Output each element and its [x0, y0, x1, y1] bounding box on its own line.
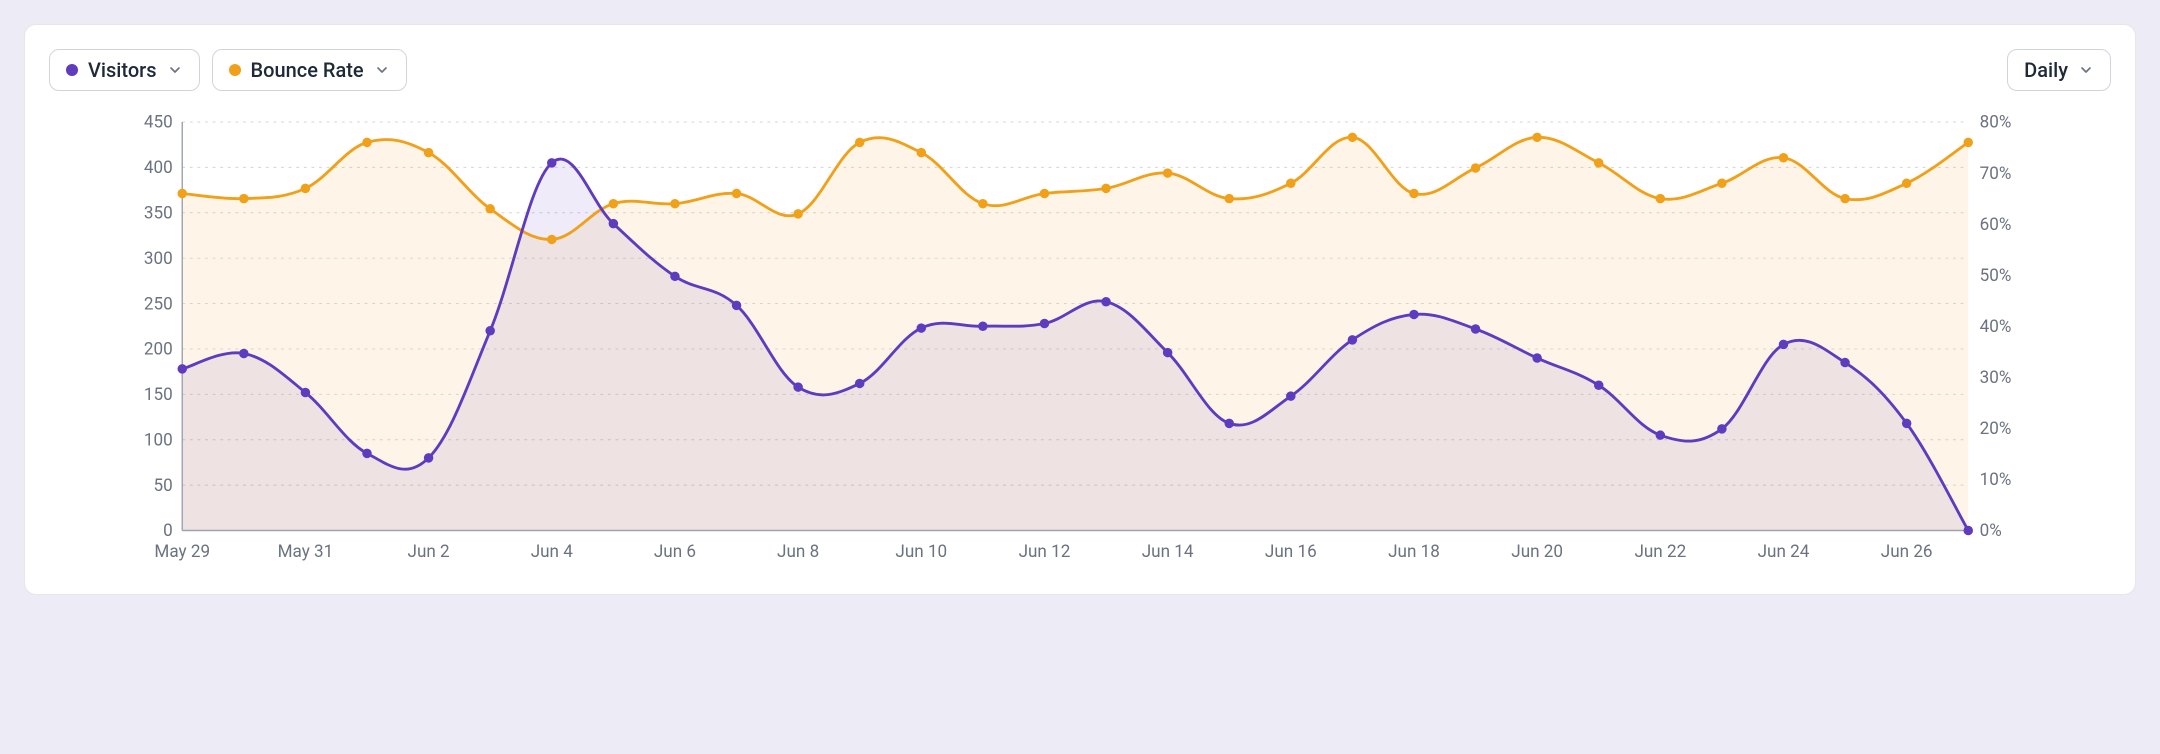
svg-text:60%: 60%	[1980, 215, 2012, 235]
svg-text:Jun 18: Jun 18	[1388, 542, 1440, 562]
series-visitors-label: Visitors	[88, 58, 157, 82]
svg-text:100: 100	[144, 430, 173, 450]
svg-text:450: 450	[144, 113, 173, 133]
series-visitors-dot	[66, 64, 78, 76]
svg-text:Jun 24: Jun 24	[1758, 542, 1810, 562]
chart-svg: 0 50 100 150 200 250 300 350 400 450 0% 10% 20% 30% 40…	[49, 103, 2111, 578]
svg-text:50%: 50%	[1980, 266, 2012, 286]
svg-text:20%: 20%	[1980, 419, 2012, 439]
svg-text:400: 400	[144, 158, 173, 178]
svg-text:0%: 0%	[1980, 521, 2002, 541]
svg-text:Jun 6: Jun 6	[654, 542, 696, 562]
svg-text:Jun 2: Jun 2	[408, 542, 450, 562]
svg-text:250: 250	[144, 294, 173, 314]
svg-text:Jun 12: Jun 12	[1019, 542, 1071, 562]
svg-text:80%: 80%	[1980, 113, 2012, 133]
series-bounce-dot	[229, 64, 241, 76]
chevron-down-icon	[374, 62, 390, 78]
svg-text:30%: 30%	[1980, 368, 2012, 388]
svg-text:150: 150	[144, 385, 173, 405]
svg-text:0: 0	[163, 521, 173, 541]
svg-text:Jun 14: Jun 14	[1142, 542, 1194, 562]
svg-text:Jun 20: Jun 20	[1511, 542, 1563, 562]
svg-text:Jun 22: Jun 22	[1634, 542, 1686, 562]
series-bounce-label: Bounce Rate	[251, 58, 364, 82]
svg-text:200: 200	[144, 340, 173, 360]
series-selectors: Visitors Bounce Rate	[49, 49, 407, 91]
chevron-down-icon	[167, 62, 183, 78]
svg-text:50: 50	[154, 476, 173, 496]
svg-text:70%: 70%	[1980, 164, 2012, 184]
svg-text:Jun 8: Jun 8	[777, 542, 819, 562]
granularity-select[interactable]: Daily	[2007, 49, 2111, 91]
traffic-chart: 0 50 100 150 200 250 300 350 400 450 0% 10% 20% 30% 40…	[49, 103, 2111, 578]
svg-text:Jun 10: Jun 10	[895, 542, 947, 562]
series-bounce-rate-selector[interactable]: Bounce Rate	[212, 49, 407, 91]
svg-text:May 29: May 29	[154, 542, 210, 562]
granularity-label: Daily	[2024, 58, 2068, 82]
chart-toolbar: Visitors Bounce Rate Daily	[49, 49, 2111, 91]
series-visitors-selector[interactable]: Visitors	[49, 49, 200, 91]
analytics-card: Visitors Bounce Rate Daily	[24, 24, 2136, 595]
svg-text:40%: 40%	[1980, 317, 2012, 337]
svg-text:300: 300	[144, 249, 173, 269]
svg-text:May 31: May 31	[278, 542, 334, 562]
svg-text:Jun 26: Jun 26	[1881, 542, 1933, 562]
svg-text:Jun 16: Jun 16	[1265, 542, 1317, 562]
svg-text:10%: 10%	[1980, 470, 2012, 490]
chevron-down-icon	[2078, 62, 2094, 78]
svg-text:Jun 4: Jun 4	[531, 542, 574, 562]
svg-text:350: 350	[144, 203, 173, 223]
